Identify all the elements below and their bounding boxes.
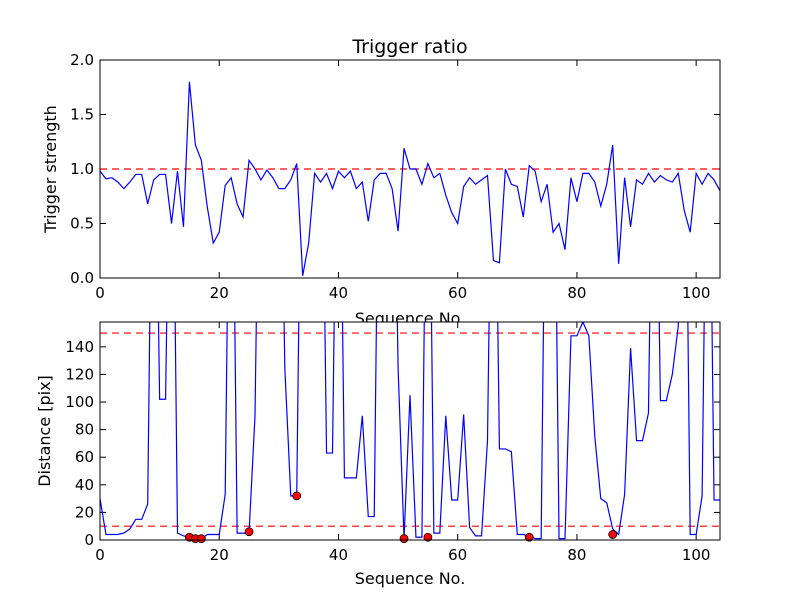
y-tick-label: 100 <box>65 393 94 411</box>
y-tick-label: 140 <box>65 338 94 356</box>
y-tick-label: 2.0 <box>70 51 94 69</box>
marker-point <box>399 534 409 544</box>
x-axis-label: Sequence No. <box>355 569 466 588</box>
reference-lines <box>100 332 720 527</box>
y-tick-label: 40 <box>75 476 94 494</box>
y-tick-label: 0.5 <box>70 215 94 233</box>
x-tick-label: 80 <box>567 546 586 564</box>
y-tick-label: 0 <box>84 531 94 549</box>
x-tick-label: 80 <box>567 284 586 302</box>
y-tick-label: 20 <box>75 503 94 521</box>
plot-area <box>100 322 720 540</box>
marker-point <box>244 527 254 537</box>
marker-point <box>423 532 433 542</box>
tick-labels: 0 20 40 60 80 100 0.0 0.5 1.0 1.5 2.0 <box>70 51 710 302</box>
distance-axes: 0 20 40 60 80 100 0 20 40 60 80 100 120 140 Sequence … <box>35 321 721 588</box>
marker-points <box>185 491 618 544</box>
chart-title: Trigger ratio <box>351 36 467 58</box>
y-tick-label: 80 <box>75 421 94 439</box>
x-tick-label: 0 <box>95 546 105 564</box>
y-tick-label: 0.0 <box>70 269 94 287</box>
marker-point <box>608 530 618 539</box>
x-tick-label: 20 <box>210 546 229 564</box>
x-tick-label: 100 <box>682 546 711 564</box>
plot-frame <box>99 59 721 279</box>
marker-point <box>292 491 302 501</box>
y-tick-label: 60 <box>75 448 94 466</box>
y-axis-label: Distance [pix] <box>35 375 54 487</box>
x-tick-label: 40 <box>329 546 348 564</box>
trigger-ratio-axes: 0 20 40 60 80 100 0.0 0.5 1.0 1.5 2.0 Trigger rati… <box>41 36 721 328</box>
y-tick-label: 1.0 <box>70 160 94 178</box>
y-tick-label: 120 <box>65 365 94 383</box>
marker-point <box>524 532 534 542</box>
x-tick-label: 60 <box>448 546 467 564</box>
x-tick-label: 20 <box>210 284 229 302</box>
plot-frame <box>99 321 721 541</box>
y-tick-label: 1.5 <box>70 106 94 124</box>
x-tick-label: 60 <box>448 284 467 302</box>
marker-point <box>196 534 206 544</box>
x-tick-label: 100 <box>682 284 711 302</box>
tick-labels: 0 20 40 60 80 100 0 20 40 60 80 100 120 140 <box>65 338 710 564</box>
y-axis-label: Trigger strength <box>41 105 60 234</box>
x-tick-label: 40 <box>329 284 348 302</box>
x-tick-label: 0 <box>95 284 105 302</box>
trigger-strength-line <box>100 81 720 276</box>
